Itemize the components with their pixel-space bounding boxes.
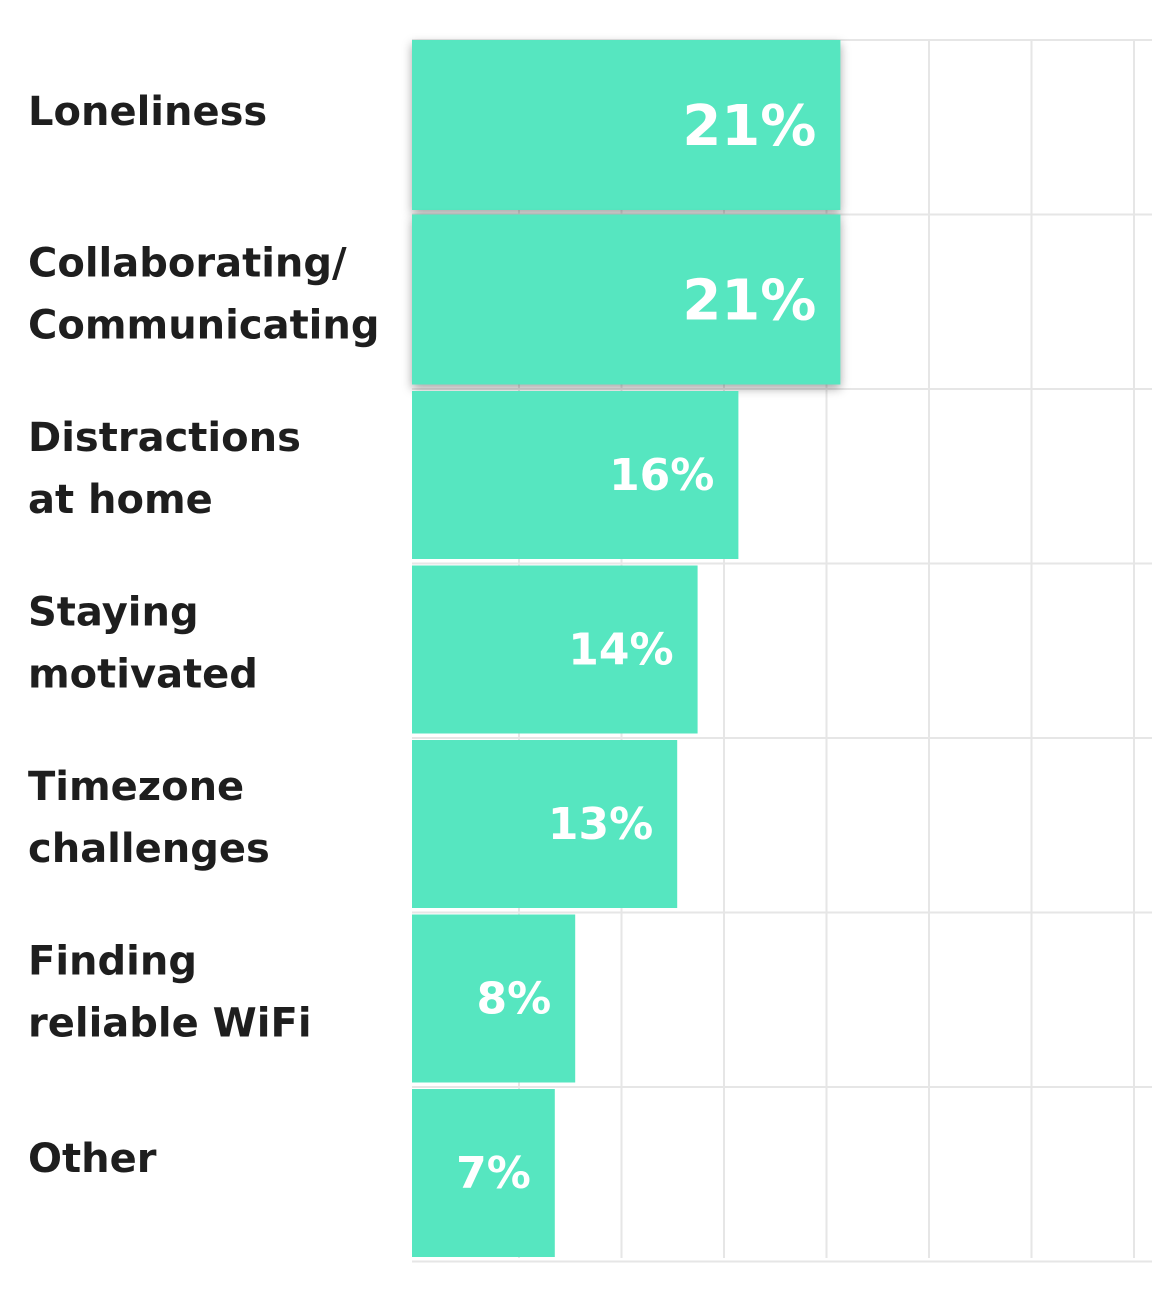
bar [412, 565, 698, 734]
bar [412, 914, 576, 1083]
category-label: Timezone challenges [28, 764, 270, 872]
category-label-line: Other [28, 1136, 157, 1182]
category-label: Other [28, 1136, 157, 1182]
bar [412, 214, 841, 385]
category-label-line: Communicating [28, 303, 380, 349]
grid [412, 39, 1152, 1263]
bars: 21% 21% 16% 14% 13% 8% 7% [412, 40, 841, 1257]
bar [412, 1089, 555, 1257]
category-label-line: Collaborating/ [28, 241, 347, 287]
category-label-line: at home [28, 477, 213, 523]
category-label-line: reliable WiFi [28, 1001, 312, 1047]
category-label-line: Finding [28, 939, 197, 985]
category-label: Staying motivated [28, 590, 258, 698]
category-label-line: Timezone [28, 764, 244, 810]
category-label-line: Distractions [28, 415, 301, 461]
bar [412, 40, 841, 210]
category-label: Finding reliable WiFi [28, 939, 312, 1047]
bar [412, 391, 739, 559]
bar-value-label: 21% [682, 269, 816, 334]
category-labels: Loneliness Collaborating/Communicating Dis… [28, 89, 380, 1182]
bar-value-label: 14% [568, 624, 673, 675]
bar-value-label: 21% [682, 94, 816, 159]
category-label-line: motivated [28, 652, 258, 698]
bar-value-label: 13% [548, 799, 653, 850]
category-label: Loneliness [28, 89, 267, 135]
bar-value-label: 8% [476, 973, 551, 1024]
category-label: Distractions at home [28, 415, 301, 523]
bar-value-label: 7% [456, 1148, 531, 1199]
bar [412, 740, 678, 908]
category-label-line: Loneliness [28, 89, 267, 135]
category-label: Collaborating/Communicating [28, 241, 380, 349]
category-label-line: challenges [28, 826, 270, 872]
category-label-line: Staying [28, 590, 199, 636]
bar-value-label: 16% [609, 450, 714, 501]
